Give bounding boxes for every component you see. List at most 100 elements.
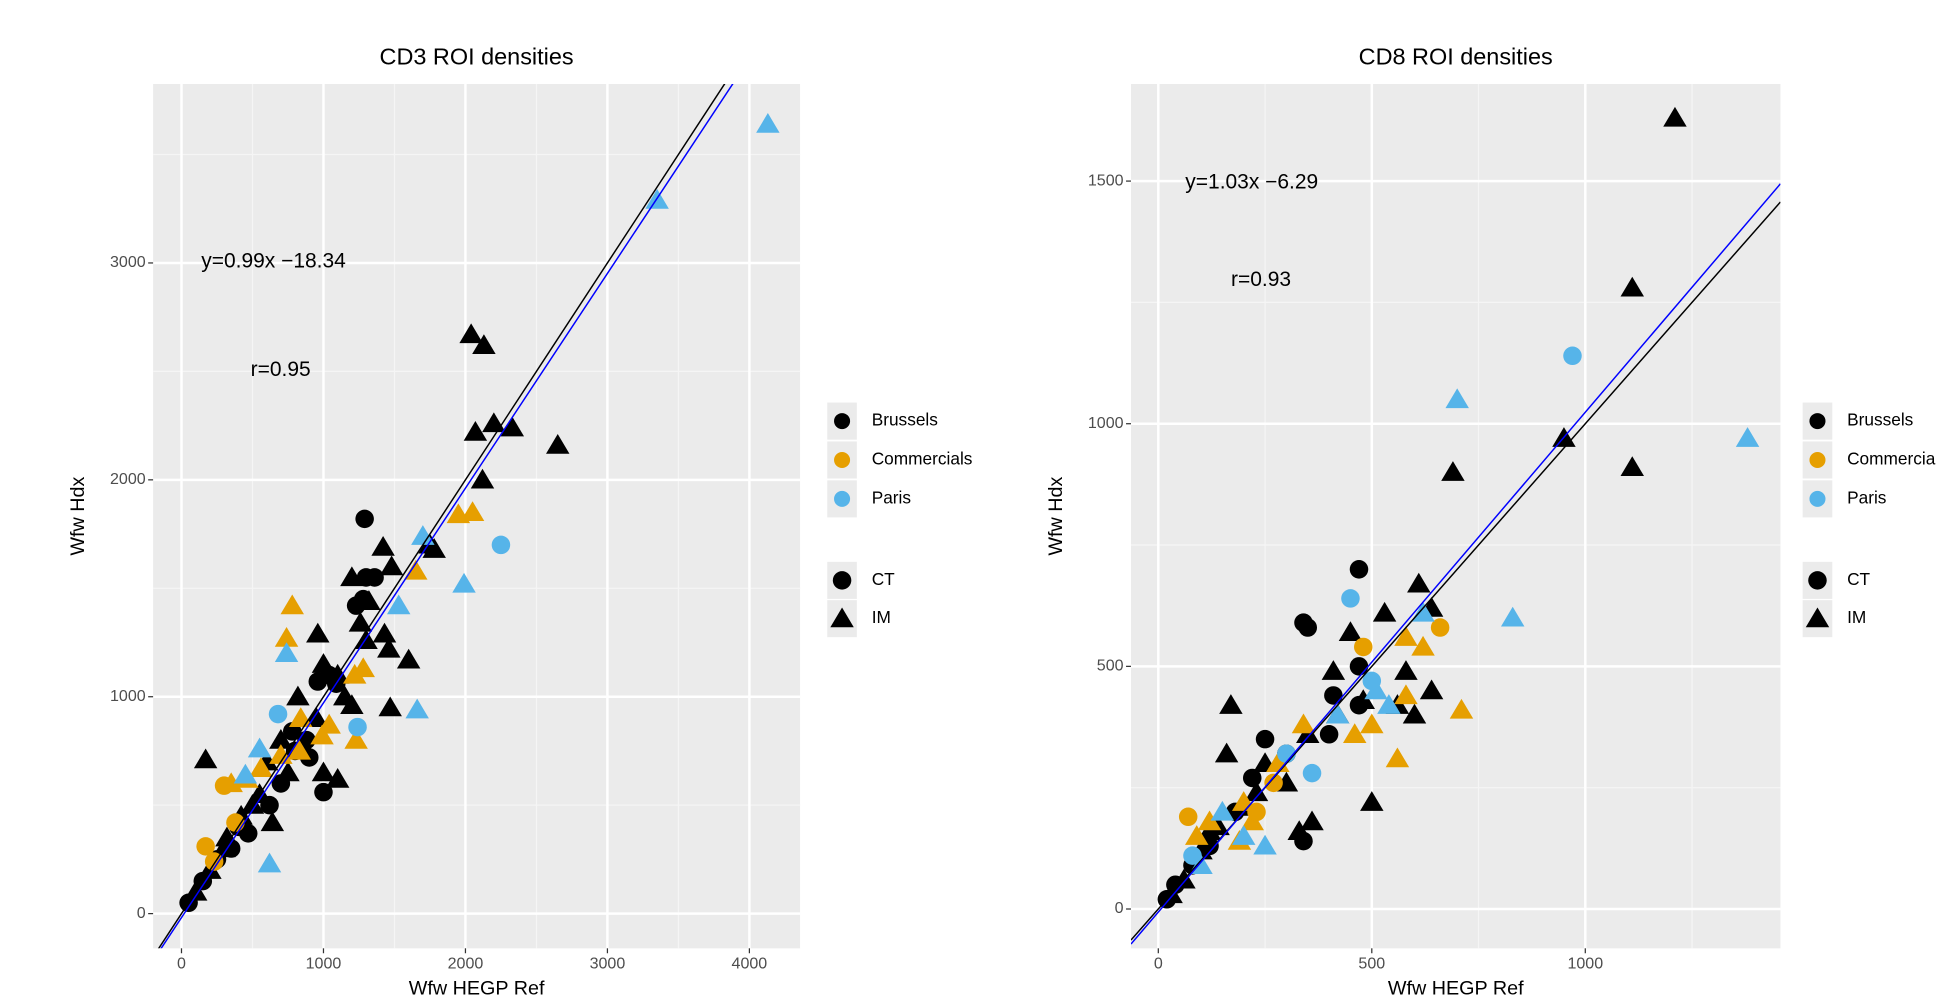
x-tick-label: 500 [1358,955,1385,973]
annotation: y=1.03x −6.29 [1185,170,1318,193]
y-tick-label: 1500 [1088,171,1124,189]
point [1411,601,1435,622]
point [1349,695,1369,715]
legend-label: IM [1847,607,1866,627]
point [348,717,367,737]
legend-marker [1808,571,1827,590]
y-tick-label: 2000 [110,470,146,488]
chart-title: CD3 ROI densities [380,43,574,69]
point [1342,723,1367,743]
point [344,728,368,749]
point [1563,346,1582,366]
point [340,694,364,715]
annotation: r=0.93 [1231,268,1291,291]
point [446,503,471,524]
legend-marker [834,413,851,430]
point [452,572,476,593]
x-tick-label: 0 [177,955,186,973]
point [308,672,328,691]
x-tick-label: 2000 [448,955,484,973]
y-axis-label: Wfw Hdx [67,477,89,556]
point [371,535,395,556]
point [404,559,428,580]
point [196,837,215,856]
point [491,535,511,555]
point [1394,660,1418,680]
point [379,555,404,576]
point [1349,560,1369,579]
point [1445,388,1469,409]
point [1178,807,1198,827]
fit-line [1130,183,1781,945]
legend-marker [834,490,851,507]
point [460,501,485,522]
legend-label: CT [1847,569,1870,589]
point [1441,461,1465,481]
point [286,685,310,706]
point [249,757,273,777]
legend-marker [832,571,852,590]
point [1394,684,1418,705]
point [546,434,570,454]
point [472,334,496,355]
y-tick-label: 1000 [110,687,146,705]
x-tick-label: 0 [1154,955,1163,973]
point [1402,703,1427,724]
point [1244,781,1269,802]
x-axis-label: Wfw HEGP Ref [409,977,545,999]
point [411,525,435,545]
fit-line [157,84,726,949]
point [346,596,366,615]
point [269,728,293,749]
point [365,568,384,587]
point [1210,800,1235,821]
point [226,813,245,832]
point [1411,635,1435,656]
point [396,648,421,669]
point [238,824,258,843]
point [1219,694,1243,714]
x-axis-label: Wfw HEGP Ref [1388,977,1524,999]
point [1394,626,1418,646]
point [405,698,429,719]
x-tick-label: 4000 [732,955,768,973]
point [274,642,299,662]
point [1166,875,1185,894]
legend-label: Commercials [1847,449,1936,469]
point [386,594,411,615]
point [1372,601,1397,622]
point [1449,698,1474,719]
point [310,724,334,745]
point [342,663,367,684]
point [1360,713,1384,734]
point [274,627,299,647]
legend-label: Commercials [872,449,973,469]
point [1291,713,1316,734]
point [1500,606,1525,627]
y-tick-label: 500 [1097,657,1124,675]
point [1294,831,1313,851]
point [1360,791,1384,811]
point [463,421,488,441]
point [1362,671,1382,691]
point [1255,729,1275,749]
point [260,811,285,832]
point [1197,810,1222,831]
point [372,622,397,643]
point [1354,637,1373,657]
point [377,637,401,658]
point [1325,703,1350,724]
point [1253,834,1277,855]
point [214,776,234,795]
x-tick-label: 1000 [1567,955,1603,973]
point [1430,618,1450,637]
point [1321,660,1346,680]
point [193,748,218,769]
point [1302,763,1322,783]
point [355,509,374,529]
point [1214,742,1239,763]
legend-label: Brussels [1847,410,1914,430]
legend-label: IM [872,607,891,627]
legend-label: Paris [872,487,912,507]
